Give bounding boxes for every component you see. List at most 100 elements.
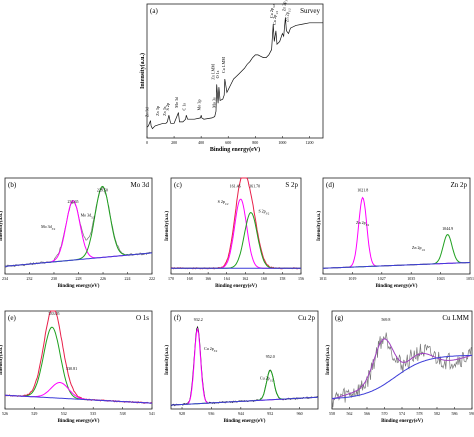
series-line-2 — [332, 354, 472, 399]
x-tick-label: 960 — [297, 411, 303, 416]
peak-label: 232.65 — [67, 199, 78, 204]
x-tick-label: 526 — [2, 411, 8, 416]
peak-annotation: C 1s — [182, 103, 187, 111]
x-tick-label: 1051 — [466, 276, 474, 281]
x-tick-label: 535 — [90, 411, 96, 416]
x-axis-label: Binding energy(eV) — [376, 284, 418, 289]
panel-label: (c) — [174, 181, 182, 189]
series-line-3 — [170, 396, 319, 406]
x-tick-label: 222 — [149, 276, 155, 281]
x-tick-label: 1035 — [407, 276, 415, 281]
x-tick-label: 574 — [399, 411, 405, 416]
x-axis-label: Binding energy(eV) — [215, 284, 257, 289]
y-axis-label: Intensity(a.u.) — [326, 345, 331, 375]
x-axis-label: Binding energy(eV) — [224, 419, 266, 424]
peak-label: 161.70 — [249, 184, 260, 189]
y-axis-label: Intensity(a.u.) — [317, 211, 322, 241]
x-tick-label: 156 — [298, 276, 304, 281]
x-tick-label: 600 — [225, 140, 231, 145]
plot-frame — [170, 310, 319, 410]
series-line-0 — [146, 17, 323, 130]
x-tick-label: 944 — [238, 411, 244, 416]
x-tick-label: 168 — [187, 276, 193, 281]
series-line-1 — [170, 327, 319, 406]
x-tick-label: 529 — [31, 411, 37, 416]
x-axis-label: Binding energy(eV) — [381, 419, 423, 424]
x-tick-label: 558 — [329, 411, 335, 416]
x-tick-label: 952 — [267, 411, 273, 416]
y-axis-label: Intensity(a.u.) — [139, 53, 146, 89]
x-tick-label: 400 — [198, 140, 204, 145]
x-tick-label: 570 — [382, 411, 388, 416]
peak-label: Zn 2p3/2 — [356, 220, 370, 227]
series-line-2 — [4, 185, 153, 267]
series-line-2 — [171, 212, 301, 269]
plot-frame — [322, 177, 471, 275]
x-tick-label: 164 — [224, 276, 230, 281]
peak-label: 161.46 — [230, 184, 241, 189]
peak-annotation: Zn 2p3/2 — [281, 0, 288, 11]
series-line-3 — [5, 394, 152, 404]
x-tick-label: 936 — [208, 411, 214, 416]
peak-label: 530.81 — [66, 366, 77, 371]
x-tick-label: 232 — [27, 276, 33, 281]
x-tick-label: 160 — [261, 276, 267, 281]
x-tick-label: 566 — [364, 411, 370, 416]
y-axis-label: Intensity(a.u.) — [0, 345, 4, 375]
x-tick-label: 1019 — [348, 276, 356, 281]
x-axis-label: Binding energy(eV) — [210, 146, 260, 153]
x-tick-label: 541 — [149, 411, 155, 416]
y-axis-label: Intensity(a.u.) — [165, 211, 170, 241]
x-tick-label: 562 — [347, 411, 353, 416]
peak-label: S 2p3/2 — [258, 209, 269, 216]
x-tick-label: 1043 — [437, 276, 445, 281]
peak-label: 1044.9 — [442, 226, 453, 231]
panel-e: (e) O 1s 526 529 532 535 538 541 Binding energy(… — [0, 310, 155, 424]
x-tick-label: 1200 — [305, 140, 313, 145]
panel-b: (b) Mo 3d 222 224 226 228 230 232 234 Binding ene… — [0, 177, 155, 289]
peak-annotation: Zn 3p — [155, 106, 160, 116]
peak-annotation: Zn LMM — [210, 64, 215, 80]
peak-label: Cu 2p3/2 — [204, 346, 218, 353]
peak-label: Mo 3d5/2 — [81, 212, 96, 219]
x-tick-label: 1011 — [319, 276, 327, 281]
peak-label: 932.2 — [194, 317, 203, 322]
panel-a: (a) Survey 0 200 400 600 800 1000 1200 Binding en… — [139, 0, 324, 153]
series-line-3 — [4, 252, 153, 267]
x-tick-label: 590 — [469, 411, 474, 416]
peak-annotation: Zn 2p1/2 — [285, 8, 292, 22]
panel-title: O 1s — [136, 314, 149, 322]
peak-annotation: Cu 2p3/2 — [269, 4, 276, 18]
series-line-2 — [323, 262, 470, 269]
peak-label: 569.8 — [381, 317, 390, 322]
series-line-1 — [4, 200, 153, 267]
peak-label: Mo 3d3/2 — [41, 224, 56, 231]
series-line-0 — [170, 325, 319, 407]
series-line-0 — [170, 177, 302, 270]
y-axis-label: Intensity(a.u.) — [0, 211, 4, 241]
peak-label: S 2p1/2 — [218, 199, 229, 206]
peak-annotation: O 1s — [215, 70, 220, 78]
series-line-2 — [5, 382, 152, 404]
series-line-0 — [4, 310, 153, 404]
panel-title: Mo 3d — [131, 181, 150, 189]
x-tick-label: 166 — [205, 276, 211, 281]
panel-label: (g) — [335, 314, 344, 322]
peak-label: 1021.8 — [357, 187, 368, 192]
series-line-0 — [323, 196, 470, 269]
panel-label: (a) — [150, 7, 158, 15]
peak-annotation: Mo 3s — [211, 97, 216, 108]
peak-label: Zn 2p1/2 — [412, 245, 426, 252]
panel-title: Survey — [300, 7, 320, 15]
x-tick-label: 228 — [76, 276, 82, 281]
peak-label: Cu 2p1/2 — [260, 376, 274, 383]
peak-annotation: Cu LMM — [221, 57, 226, 73]
plot-frame — [170, 177, 302, 275]
panel-g: (g) Cu LMM 558 562 566 570 574 578 582 586 590 Bind… — [326, 310, 474, 424]
panel-f: (f) Cu 2p 928 936 944 952 960 Binding energy(eV… — [165, 310, 319, 424]
peak-annotation: Mo 3d — [174, 96, 179, 108]
peak-annotation: S 2p — [165, 103, 170, 111]
x-tick-label: 158 — [279, 276, 285, 281]
plot-frame — [146, 3, 324, 139]
panel-title: Cu LMM — [442, 314, 469, 322]
